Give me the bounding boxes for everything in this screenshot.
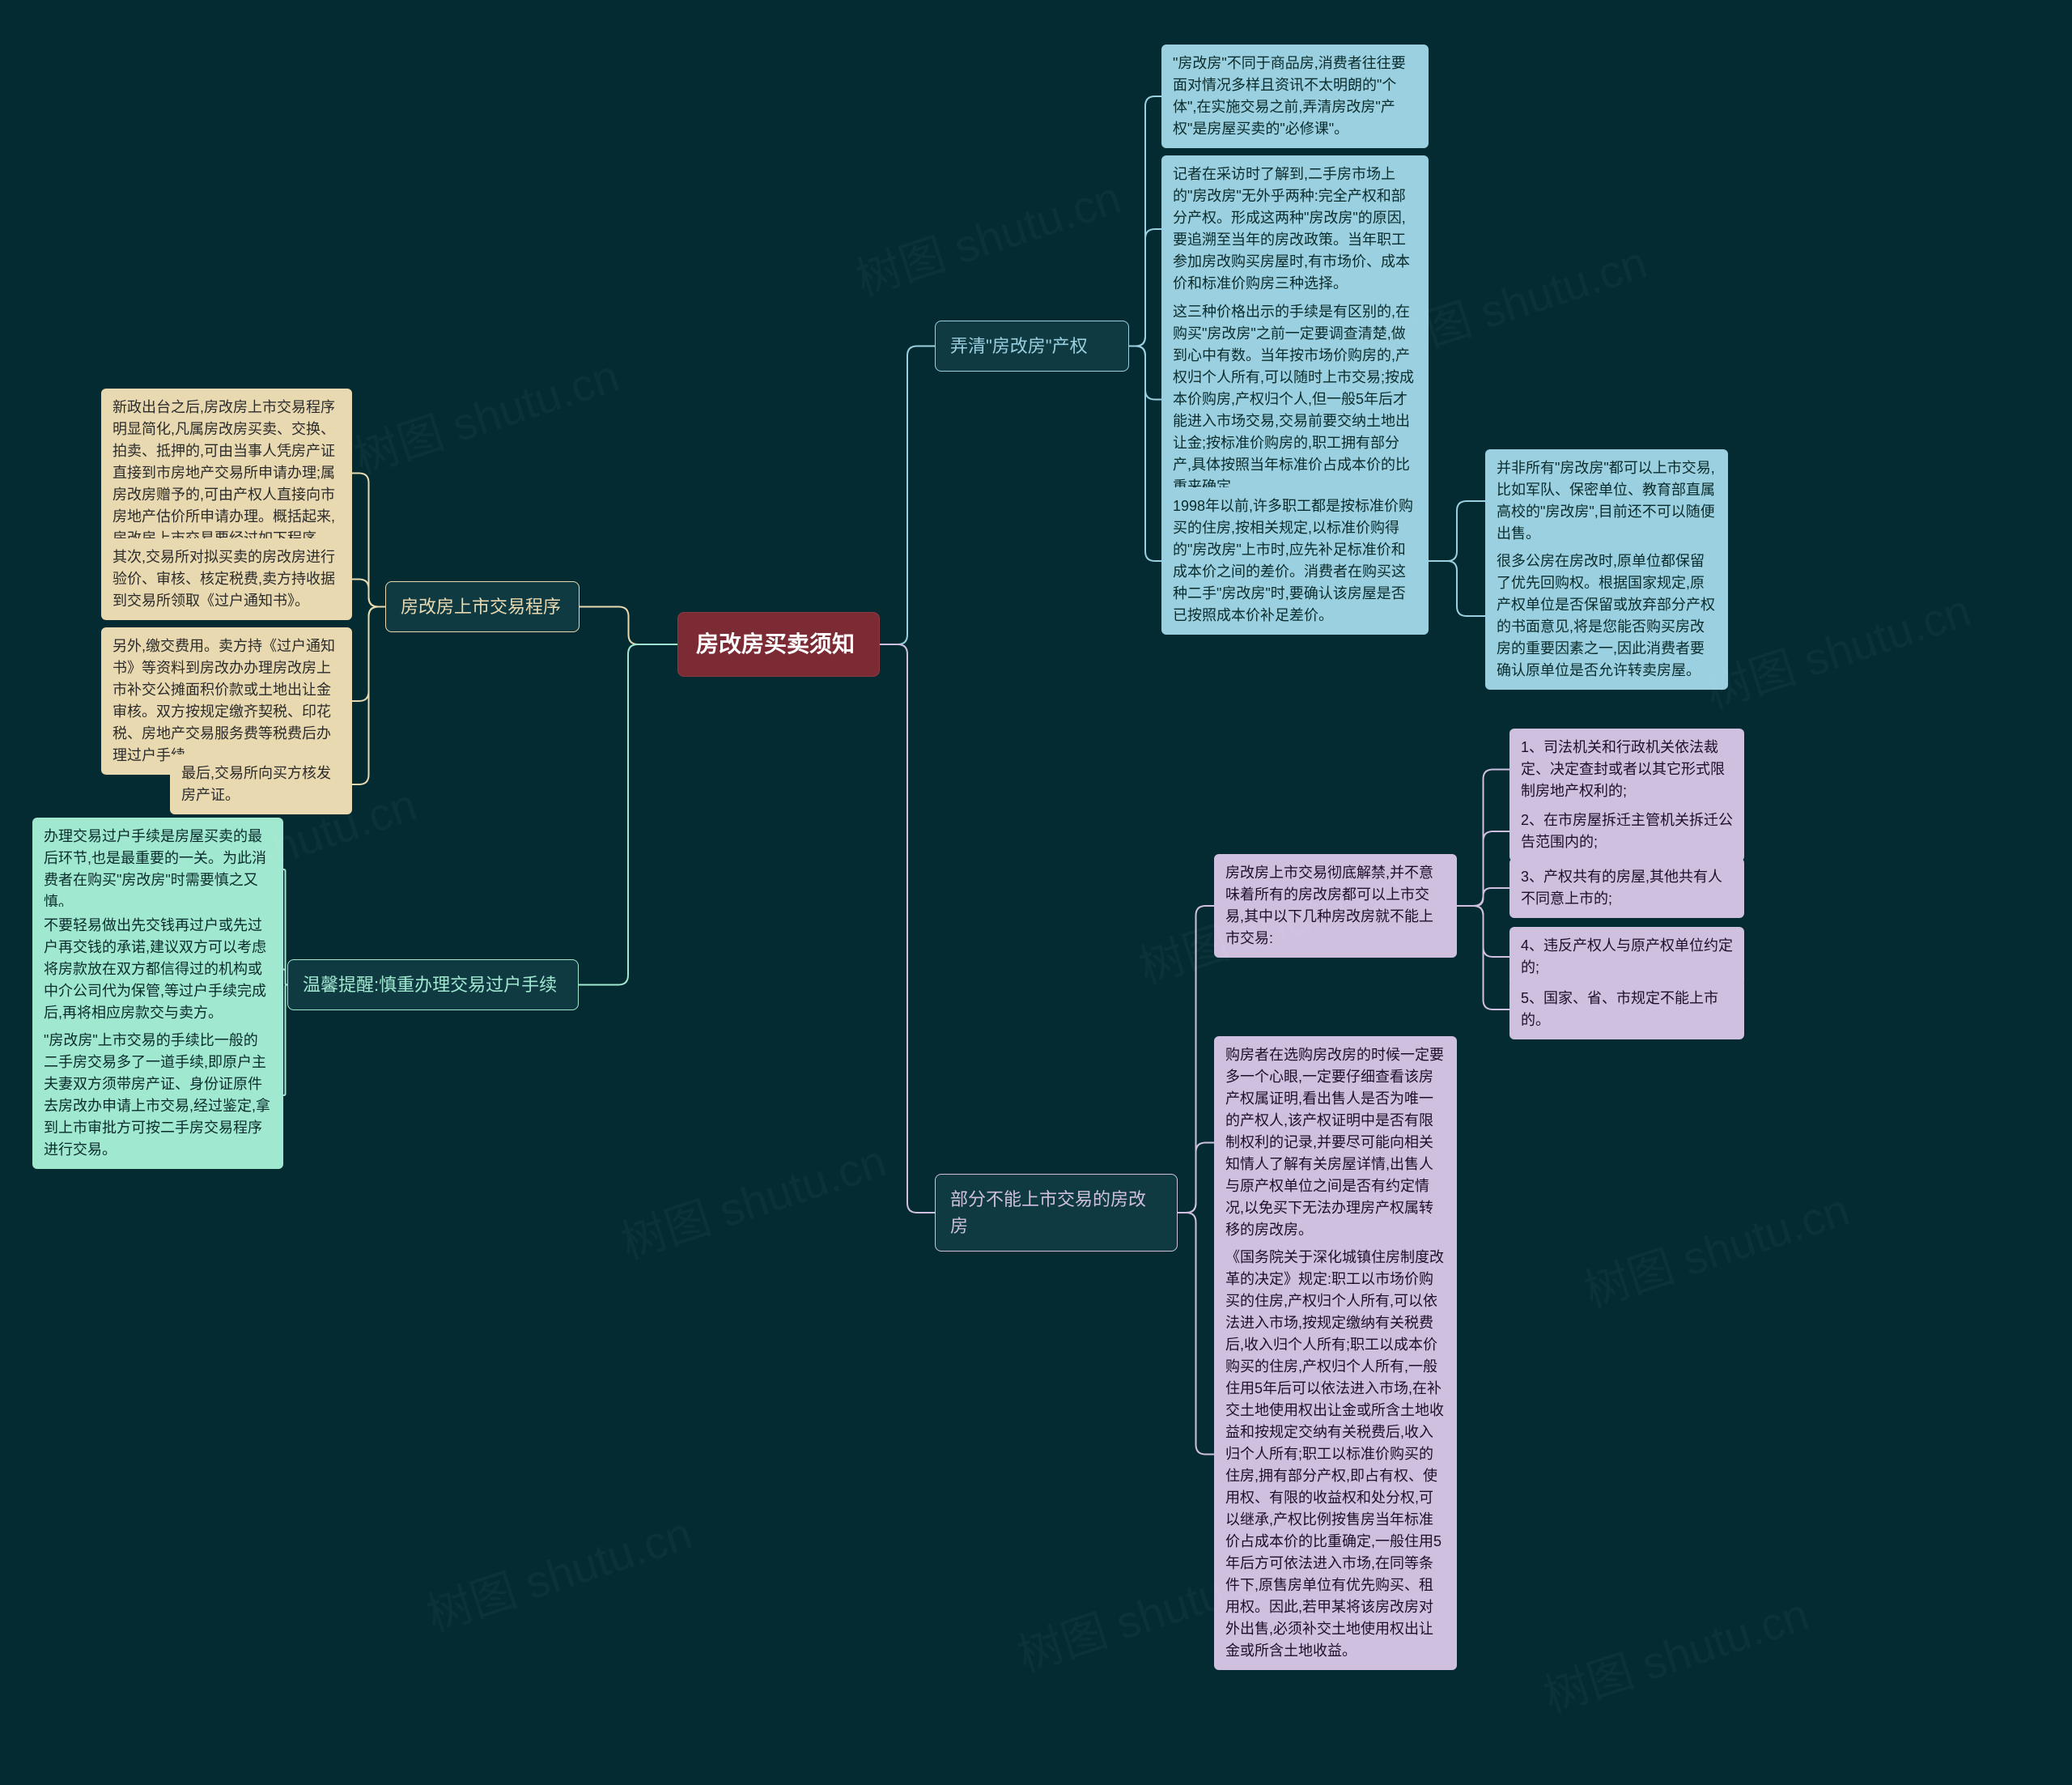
leaf-restricted-1a: 1、司法机关和行政机关依法裁定、决定查封或者以其它形式限制房地产权利的; bbox=[1509, 729, 1744, 810]
leaf-restricted-1: 房改房上市交易彻底解禁,并不意味着所有的房改房都可以上市交易,其中以下几种房改房… bbox=[1214, 854, 1457, 958]
leaf-procedure-3: 另外,缴交费用。卖方持《过户通知书》等资料到房改办办理房改房上市补交公摊面积价款… bbox=[101, 627, 352, 775]
branch-transfer-reminder: 温馨提醒:慎重办理交易过户手续 bbox=[287, 959, 579, 1010]
leaf-restricted-1b: 2、在市房屋拆迁主管机关拆迁公告范围内的; bbox=[1509, 801, 1744, 861]
leaf-rights-1: "房改房"不同于商品房,消费者往往要面对情况多样且资讯不太明朗的"个体",在实施… bbox=[1161, 45, 1429, 148]
branch-listing-procedure: 房改房上市交易程序 bbox=[385, 581, 580, 632]
leaf-rights-4a: 并非所有"房改房"都可以上市交易,比如军队、保密单位、教育部直属高校的"房改房"… bbox=[1485, 449, 1728, 553]
watermark: 树图 shutu.cn bbox=[1575, 1174, 1857, 1321]
watermark: 树图 shutu.cn bbox=[345, 340, 626, 487]
leaf-procedure-4: 最后,交易所向买方核发房产证。 bbox=[170, 754, 352, 814]
leaf-reminder-2: 不要轻易做出先交钱再过户或先过户再交钱的承诺,建议双方可以考虑将房款放在双方都信… bbox=[32, 907, 283, 1032]
watermark: 树图 shutu.cn bbox=[1535, 1579, 1816, 1726]
leaf-rights-3: 这三种价格出示的手续是有区别的,在购买"房改房"之前一定要调查清楚,做到心中有数… bbox=[1161, 293, 1429, 506]
leaf-procedure-2: 其次,交易所对拟买卖的房改房进行验价、审核、核定税费,卖方持收据到交易所领取《过… bbox=[101, 538, 352, 620]
leaf-procedure-1: 新政出台之后,房改房上市交易程序明显简化,凡属房改房买卖、交换、拍卖、抵押的,可… bbox=[101, 389, 352, 558]
leaf-restricted-3: 《国务院关于深化城镇住房制度改革的决定》规定:职工以市场价购买的住房,产权归个人… bbox=[1214, 1239, 1457, 1670]
leaf-restricted-1d: 4、违反产权人与原产权单位约定的; bbox=[1509, 927, 1744, 987]
leaf-rights-2: 记者在采访时了解到,二手房市场上的"房改房"无外乎两种:完全产权和部分产权。形成… bbox=[1161, 155, 1429, 303]
leaf-restricted-1c: 3、产权共有的房屋,其他共有人不同意上市的; bbox=[1509, 858, 1744, 918]
leaf-restricted-2: 购房者在选购房改房的时候一定要多一个心眼,一定要仔细查看该房产权属证明,看出售人… bbox=[1214, 1036, 1457, 1249]
branch-restricted-houses: 部分不能上市交易的房改房 bbox=[935, 1174, 1178, 1252]
watermark: 树图 shutu.cn bbox=[1696, 575, 1978, 722]
leaf-reminder-3: "房改房"上市交易的手续比一般的二手房交易多了一道手续,即原户主夫妻双方须带房产… bbox=[32, 1022, 283, 1169]
leaf-rights-4b: 很多公房在房改时,原单位都保留了优先回购权。根据国家规定,原产权单位是否保留或放… bbox=[1485, 542, 1728, 690]
watermark: 树图 shutu.cn bbox=[612, 1125, 894, 1273]
root-node: 房改房买卖须知 bbox=[677, 612, 880, 677]
branch-property-rights: 弄清"房改房"产权 bbox=[935, 321, 1129, 372]
leaf-restricted-1e: 5、国家、省、市规定不能上市的。 bbox=[1509, 980, 1744, 1039]
watermark: 树图 shutu.cn bbox=[847, 162, 1128, 309]
watermark: 树图 shutu.cn bbox=[418, 1498, 699, 1645]
leaf-rights-4: 1998年以前,许多职工都是按标准价购买的住房,按相关规定,以标准价购得的"房改… bbox=[1161, 487, 1429, 635]
leaf-reminder-1: 办理交易过户手续是房屋买卖的最后环节,也是最重要的一关。为此消费者在购买"房改房… bbox=[32, 818, 283, 921]
connector-layer bbox=[0, 0, 2072, 1785]
